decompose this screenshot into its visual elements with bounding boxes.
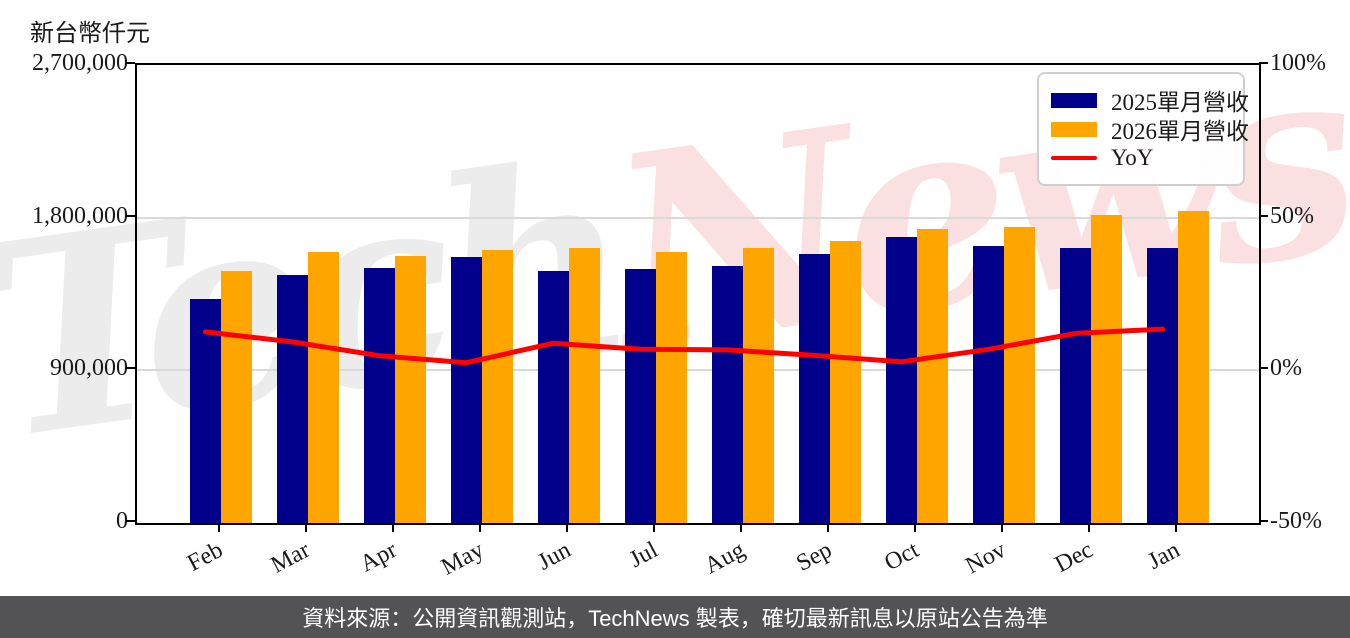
legend-label-2026: 2026單月營收 bbox=[1111, 119, 1249, 144]
gridline bbox=[137, 369, 1259, 372]
gridline bbox=[137, 216, 1259, 219]
bar-2026單月營收-Aug bbox=[742, 248, 774, 523]
x-axis-tick bbox=[914, 523, 917, 532]
bar-2026單月營收-May bbox=[481, 250, 513, 523]
y-axis-title: 新台幣仟元 bbox=[30, 21, 150, 47]
x-axis-tick bbox=[739, 523, 742, 532]
right-axis-tick bbox=[1259, 62, 1268, 64]
bar-2025單月營收-Aug bbox=[711, 265, 743, 523]
legend-label-2025: 2025單月營收 bbox=[1111, 90, 1249, 115]
x-axis-tick bbox=[1175, 523, 1178, 532]
bar-2026單月營收-Dec bbox=[1091, 214, 1123, 523]
x-axis-tick bbox=[304, 523, 307, 532]
right-axis-tick-label: 50% bbox=[1270, 202, 1314, 229]
left-axis-tick bbox=[126, 62, 135, 64]
bar-2025單月營收-Oct bbox=[886, 237, 918, 523]
legend-label-yoy: YoY bbox=[1111, 145, 1154, 170]
source-footer-text: 資料來源：公開資訊觀測站，TechNews 製表，確切最新訊息以原站公告為準 bbox=[302, 606, 1048, 631]
bar-2026單月營收-Oct bbox=[917, 229, 949, 523]
x-axis-tick bbox=[827, 523, 829, 532]
bar-2026單月營收-Apr bbox=[394, 256, 426, 523]
bar-2025單月營收-May bbox=[450, 256, 482, 523]
bar-2026單月營收-Jul bbox=[655, 251, 687, 523]
left-axis-tick-label: 2,700,000 bbox=[32, 50, 128, 76]
left-axis-tick-label: 0 bbox=[116, 508, 128, 534]
left-axis-tick-label: 1,800,000 bbox=[32, 202, 128, 229]
x-axis-tick bbox=[478, 523, 481, 532]
x-axis-tick bbox=[652, 523, 655, 532]
right-axis-tick bbox=[1259, 367, 1268, 370]
bar-2025單月營收-Feb bbox=[189, 299, 221, 523]
bar-2025單月營收-Jul bbox=[624, 269, 656, 523]
left-axis-tick-label: 900,000 bbox=[50, 355, 128, 382]
yoy-line bbox=[202, 326, 1166, 366]
source-footer: 資料來源：公開資訊觀測站，TechNews 製表，確切最新訊息以原站公告為準 bbox=[0, 596, 1350, 638]
x-axis-tick bbox=[1001, 523, 1004, 532]
plot-area bbox=[135, 63, 1261, 525]
x-axis-tick bbox=[217, 523, 220, 532]
legend-item-yoy: YoY bbox=[1051, 145, 1231, 171]
bar-2026單月營收-Jan bbox=[1178, 211, 1210, 523]
yoy-line-layer bbox=[202, 326, 1166, 366]
bar-2025單月營收-Jun bbox=[537, 270, 569, 523]
bar-2025單月營收-Apr bbox=[363, 268, 395, 523]
legend-swatch-2025 bbox=[1051, 92, 1097, 108]
x-axis-tick bbox=[565, 523, 568, 532]
bar-2025單月營收-Nov bbox=[973, 245, 1005, 523]
bar-2026單月營收-Feb bbox=[220, 270, 252, 523]
right-axis-tick-label: 100% bbox=[1270, 50, 1326, 76]
legend: 2025單月營收 2026單月營收 YoY bbox=[1037, 72, 1249, 186]
bar-2026單月營收-Mar bbox=[307, 251, 339, 523]
right-axis-tick bbox=[1259, 520, 1268, 522]
right-axis-tick bbox=[1259, 214, 1268, 217]
legend-swatch-2026 bbox=[1051, 121, 1097, 137]
bar-2025單月營收-Mar bbox=[276, 275, 308, 523]
bar-2025單月營收-Sep bbox=[799, 254, 830, 523]
legend-item-2026: 2026單月營收 bbox=[1051, 116, 1249, 144]
bar-2025單月營收-Jan bbox=[1147, 248, 1179, 523]
left-axis-tick bbox=[126, 367, 135, 370]
x-axis-tick bbox=[391, 523, 394, 532]
right-axis-tick-label: 0% bbox=[1270, 355, 1302, 382]
legend-item-2025: 2025單月營收 bbox=[1051, 87, 1249, 115]
legend-line-yoy bbox=[1051, 156, 1097, 160]
bar-2026單月營收-Nov bbox=[1004, 226, 1036, 523]
x-axis-tick bbox=[1088, 523, 1091, 532]
bar-2025單月營收-Dec bbox=[1060, 248, 1092, 523]
bar-2026單月營收-Jun bbox=[568, 248, 600, 523]
left-axis-tick bbox=[126, 520, 135, 522]
left-axis-tick bbox=[126, 214, 135, 217]
bar-2026單月營收-Sep bbox=[830, 241, 861, 523]
right-axis-tick-label: -50% bbox=[1270, 508, 1322, 534]
